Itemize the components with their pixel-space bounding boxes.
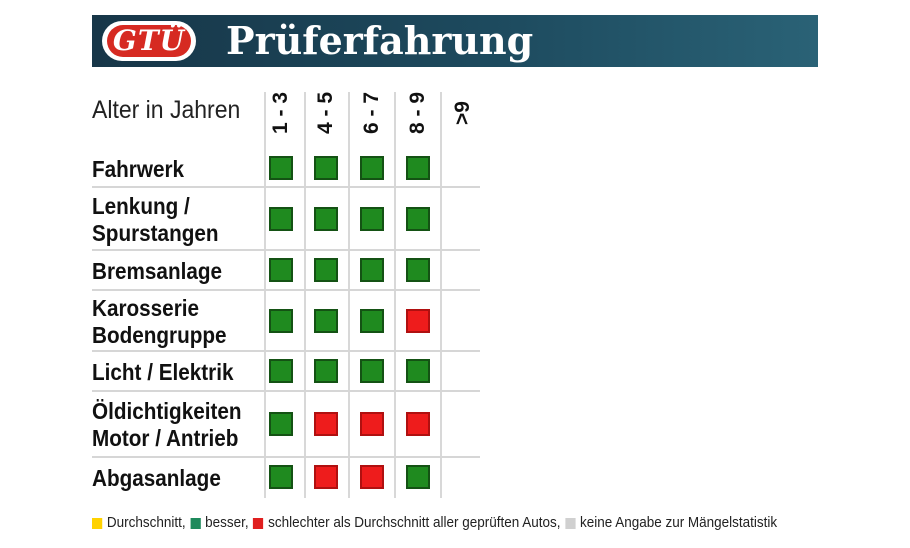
legend-swatch	[190, 517, 201, 529]
rating-square-besser	[269, 308, 293, 333]
row-label-line: Abgasanlage	[92, 464, 221, 491]
grid-row-divider	[92, 249, 480, 251]
row-label-line: Licht / Elektrik	[92, 358, 234, 385]
rating-square-besser	[269, 156, 293, 180]
row-label-line: Fahrwerk	[92, 155, 185, 182]
legend-item: schlechter als Durchschnitt aller geprüf…	[253, 515, 560, 531]
row-label: Öldichtigkeiten Motor / Antrieb	[92, 398, 242, 452]
rating-square-besser	[360, 206, 384, 231]
legend: Durchschnitt, besser, schlechter als Durch…	[92, 515, 782, 531]
rating-square-schlechter	[406, 412, 430, 436]
rating-square-schlechter	[406, 308, 430, 333]
legend-label: schlechter als Durchschnitt aller geprüf…	[268, 515, 561, 531]
grid-row-divider	[92, 186, 480, 188]
legend-item: besser,	[190, 515, 249, 531]
grid-column-divider	[348, 92, 350, 498]
rating-square-besser	[269, 359, 293, 383]
row-label-line: Bodengruppe	[92, 321, 227, 348]
row-label: Lenkung / Spurstangen	[92, 193, 219, 247]
row-label: Bremsanlage	[92, 258, 222, 285]
grid-column-divider	[304, 92, 306, 498]
rating-square-besser	[314, 359, 338, 383]
legend-item: keine Angabe zur Mängelstatistik	[565, 515, 777, 531]
age-axis-label: Alter in Jahren	[92, 96, 241, 124]
row-label-line: Spurstangen	[92, 219, 219, 246]
rating-square-besser	[406, 258, 430, 282]
row-label-line: Lenkung /	[92, 192, 190, 219]
column-header-label: 1 - 3	[269, 91, 292, 135]
column-header: >9	[441, 86, 485, 140]
rating-square-besser	[406, 156, 430, 180]
gtu-logo-text: GTÜ	[107, 25, 191, 57]
rating-square-besser	[360, 308, 384, 333]
rating-square-besser	[269, 258, 293, 282]
rating-square-besser	[406, 359, 430, 383]
rating-square-besser	[269, 465, 293, 489]
page-title: Prüferfahrung	[226, 18, 534, 63]
legend-swatch	[565, 517, 576, 529]
rating-square-besser	[269, 206, 293, 231]
column-header-label: >9	[451, 101, 474, 125]
rating-square-besser	[314, 258, 338, 282]
row-label-line: Öldichtigkeiten	[92, 398, 242, 424]
header-banner: GTÜ Prüferfahrung	[92, 15, 818, 67]
grid-column-divider	[394, 92, 396, 498]
rating-square-besser	[314, 156, 338, 180]
column-header-label: 6 - 7	[360, 91, 383, 135]
rating-square-besser	[269, 412, 293, 436]
row-label-line: Karosserie	[92, 294, 200, 321]
grid-column-divider	[440, 92, 442, 498]
grid-row-divider	[92, 456, 480, 458]
column-header-label: 4 - 5	[314, 91, 337, 135]
grid-column-divider	[264, 92, 266, 498]
grid-row-divider	[92, 350, 480, 352]
rating-square-besser	[314, 308, 338, 333]
grid-row-divider	[92, 390, 480, 392]
rating-square-besser	[360, 156, 384, 180]
gtu-logo: GTÜ	[102, 21, 196, 61]
rating-square-schlechter	[314, 412, 338, 436]
row-label: Abgasanlage	[92, 465, 221, 492]
rating-square-besser	[406, 465, 430, 489]
column-header: 4 - 5	[304, 86, 348, 140]
legend-swatch	[92, 517, 103, 529]
row-label-line: Bremsanlage	[92, 257, 223, 284]
legend-label: Durchschnitt,	[106, 515, 186, 531]
legend-label: keine Angabe zur Mängelstatistik	[579, 515, 778, 531]
rating-square-besser	[406, 206, 430, 231]
column-header: 6 - 7	[350, 86, 394, 140]
row-label-line: Motor / Antrieb	[92, 425, 239, 451]
row-label: Karosserie Bodengruppe	[92, 295, 227, 349]
row-label: Fahrwerk	[92, 156, 184, 183]
rating-square-schlechter	[360, 412, 384, 436]
rating-square-besser	[360, 359, 384, 383]
legend-swatch	[253, 517, 264, 529]
row-label: Licht / Elektrik	[92, 359, 233, 386]
column-header: 8 - 9	[396, 86, 440, 140]
rating-square-schlechter	[314, 465, 338, 489]
rating-square-schlechter	[360, 465, 384, 489]
legend-item: Durchschnitt,	[92, 515, 186, 531]
grid-row-divider	[92, 289, 480, 291]
column-header-label: 8 - 9	[406, 91, 429, 135]
legend-label: besser,	[205, 515, 249, 531]
rating-square-besser	[360, 258, 384, 282]
rating-square-besser	[314, 206, 338, 231]
